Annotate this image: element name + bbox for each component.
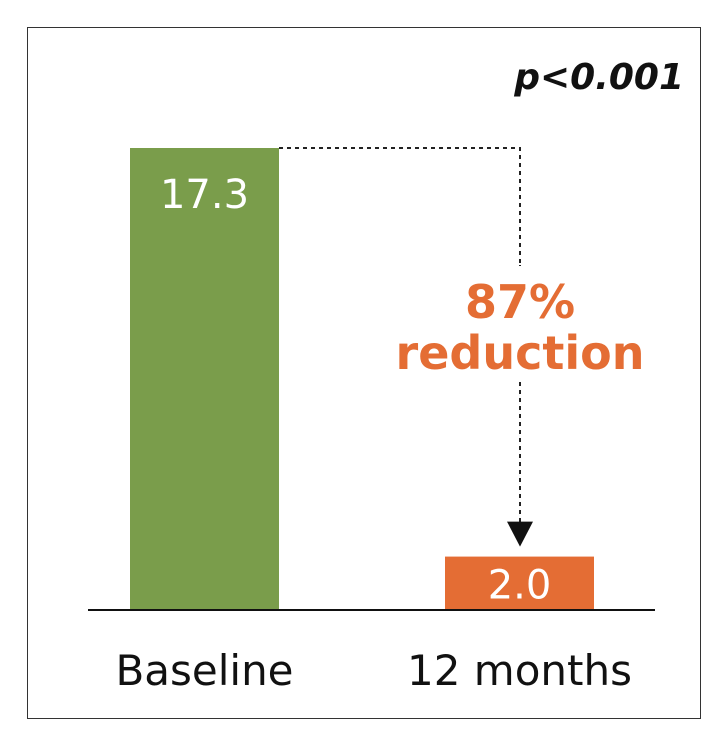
down-arrow-icon	[507, 521, 533, 547]
p-value-annotation: p<0.001	[513, 57, 684, 98]
reduction-connector-horizontal	[279, 147, 521, 265]
reduction-percent-label: 87%	[465, 275, 575, 329]
bar-value-label: 2.0	[488, 563, 552, 609]
bar-value-label: 17.3	[160, 172, 249, 218]
bar-baseline	[130, 148, 279, 610]
bar-12-months	[445, 556, 594, 610]
reduction-word-label: reduction	[396, 326, 645, 380]
x-tick-label: Baseline	[115, 646, 293, 695]
x-tick-label: 12 months	[407, 646, 632, 695]
